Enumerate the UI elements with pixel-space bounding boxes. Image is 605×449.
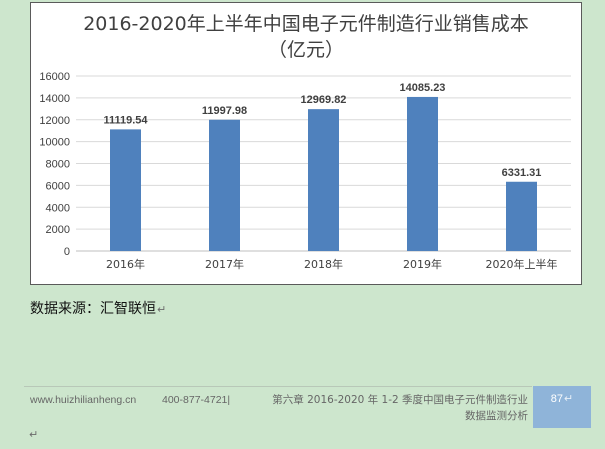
paragraph-mark-bottom: ↵ — [29, 428, 39, 441]
x-tick-label: 2020年上半年 — [486, 257, 558, 271]
chart-title: 2016-2020年上半年中国电子元件制造行业销售成本 — [83, 13, 529, 35]
y-tick-label: 10000 — [39, 137, 70, 149]
chart-container: 2016-2020年上半年中国电子元件制造行业销售成本 （亿元） 0 2000 40… — [30, 2, 582, 285]
data-label: 6331.31 — [502, 167, 542, 179]
y-tick-label: 14000 — [39, 93, 70, 105]
footer-chapter: 第六章 2016-2020 年 1-2 季度中国电子元件制造行业数据监测分析 — [268, 392, 528, 424]
y-tick-label: 4000 — [46, 202, 70, 214]
paragraph-mark-page: ↵ — [564, 393, 574, 405]
data-labels: 11119.54 11997.98 12969.82 14085.23 6331.31 — [103, 82, 541, 179]
chart-title-block: 2016-2020年上半年中国电子元件制造行业销售成本 （亿元） — [31, 11, 581, 63]
y-tick-label: 12000 — [39, 115, 70, 127]
data-source: 数据来源：汇智联恒↵ — [30, 298, 166, 318]
y-tick-labels: 0 2000 4000 6000 8000 10000 12000 14000 16000 — [39, 71, 70, 258]
page-number: 87 — [550, 393, 564, 405]
footer-chapter-text: 第六章 2016-2020 年 1-2 季度中国电子元件制造行业数据监测分析 — [272, 394, 528, 422]
y-tick-label: 16000 — [39, 71, 70, 83]
x-tick-label: 2017年 — [205, 257, 244, 271]
bar — [308, 109, 339, 251]
data-label: 11997.98 — [202, 105, 247, 117]
bar — [110, 129, 141, 251]
x-tick-label: 2016年 — [106, 257, 145, 271]
page-number-box: 87↵ — [533, 386, 591, 428]
chart-subtitle: （亿元） — [267, 39, 344, 61]
paragraph-mark: ↵ — [157, 303, 167, 316]
y-tick-label: 0 — [64, 246, 70, 258]
data-source-text: 数据来源：汇智联恒 — [30, 301, 156, 317]
data-label: 14085.23 — [400, 82, 446, 94]
bar — [209, 119, 240, 251]
data-label: 12969.82 — [301, 94, 347, 106]
bars — [110, 96, 537, 251]
footer-phone-wrap: 400-877-4721| — [162, 394, 231, 406]
x-tick-labels: 2016年 2017年 2018年 2019年 2020年上半年 — [106, 257, 558, 271]
y-tick-label: 2000 — [46, 224, 70, 236]
footer-website: www.huizhilianheng.cn — [30, 394, 137, 406]
footer-divider — [24, 386, 532, 387]
y-tick-label: 6000 — [46, 180, 70, 192]
bar-chart-svg: 0 2000 4000 6000 8000 10000 12000 14000 16000 11… — [39, 71, 571, 271]
bar — [506, 181, 537, 251]
x-tick-label: 2018年 — [304, 257, 343, 271]
footer-phone: 400-877-4721 — [162, 394, 228, 406]
x-tick-label: 2019年 — [403, 257, 442, 271]
bar — [407, 96, 438, 251]
y-tick-label: 8000 — [46, 159, 70, 171]
data-label: 11119.54 — [103, 114, 148, 126]
